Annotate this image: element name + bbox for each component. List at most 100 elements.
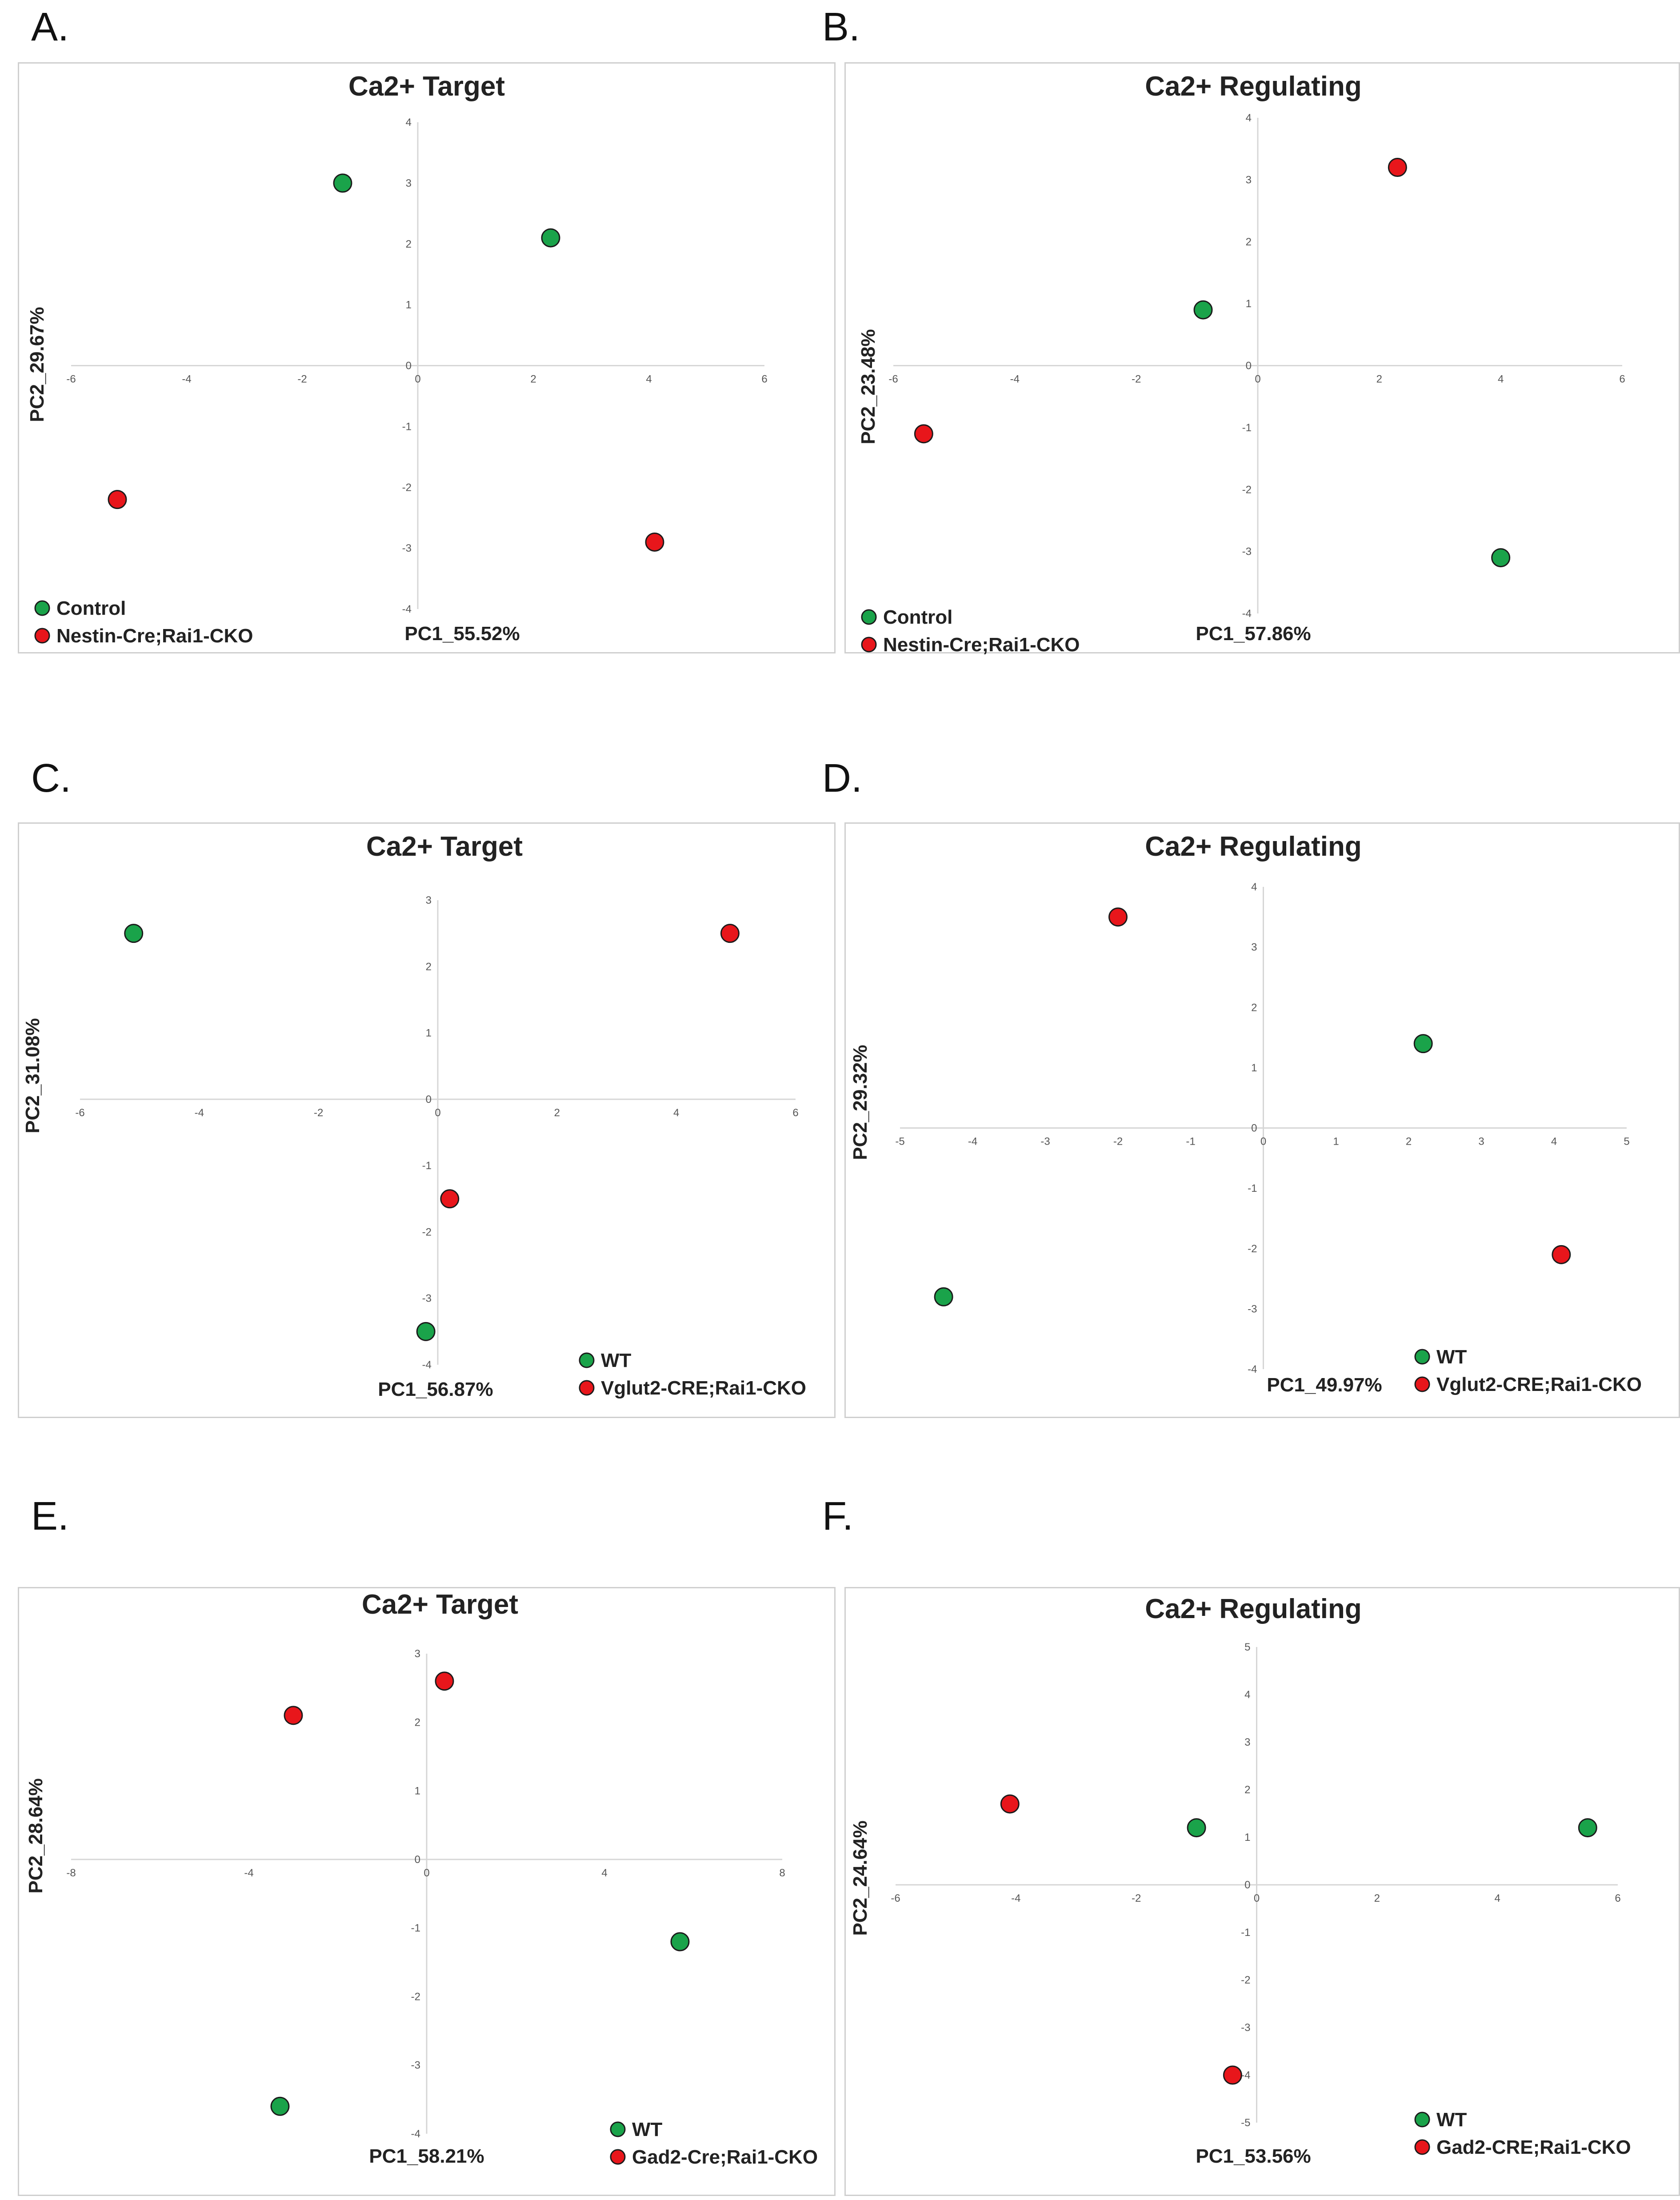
panel-f-y-tick: 2 xyxy=(1244,1784,1250,1796)
panel-d-y-tick: -4 xyxy=(1248,1363,1257,1375)
panel-b-x-tick: -6 xyxy=(888,373,898,385)
panel-c-point-cko xyxy=(440,1189,460,1209)
panel-e-y-tick: 2 xyxy=(415,1716,420,1728)
panel-b-y-tick: -1 xyxy=(1242,422,1252,434)
panel-b-y-tick: 0 xyxy=(1246,360,1252,372)
panel-d-y-tick: -3 xyxy=(1248,1303,1257,1315)
panel-a-label: A. xyxy=(31,5,69,49)
panel-d-frame xyxy=(844,822,1680,1418)
panel-b-x-tick: -4 xyxy=(1010,373,1020,385)
panel-a-y-tick: -1 xyxy=(402,421,412,433)
panel-b-y-tick: 2 xyxy=(1246,236,1252,248)
panel-f-chart: Ca2+ Regulating -6 -4 -2 0 2 4 6 -5 -4 -3 -2 -1 0 1 2 3 4… xyxy=(849,1594,1631,2167)
panel-c-y-tick: 2 xyxy=(426,961,432,973)
panel-f-y-tick: -2 xyxy=(1241,1974,1250,1986)
panel-e-y-tick: 0 xyxy=(415,1854,420,1866)
panel-a-y-label: PC2_29.67% xyxy=(26,307,48,422)
panel-a-point-control xyxy=(541,228,560,248)
panel-e-label: E. xyxy=(31,1494,69,1539)
panel-e-point-cko xyxy=(284,1706,303,1725)
panel-e-y-tick: -3 xyxy=(411,2060,420,2072)
panel-b-label: B. xyxy=(822,5,860,49)
panel-a-y-tick: -4 xyxy=(402,603,412,615)
panel-c-point-control xyxy=(124,924,144,943)
panel-b-y-tick: 1 xyxy=(1246,298,1252,310)
panel-d-x-tick: 5 xyxy=(1624,1136,1629,1148)
panel-b-x-tick: 6 xyxy=(1619,373,1625,385)
panel-a-legend-marker xyxy=(34,600,50,616)
panel-b-x-tick: 0 xyxy=(1255,373,1260,385)
panel-f-x-tick: 0 xyxy=(1254,1892,1260,1904)
panel-b-y-label: PC2_23.48% xyxy=(857,329,879,444)
panel-d-y-tick: 2 xyxy=(1251,1002,1257,1014)
panel-c-point-control xyxy=(416,1322,436,1341)
panel-f-point-cko xyxy=(1223,2065,1242,2085)
panel-e-y-tick: -4 xyxy=(411,2128,420,2140)
panel-b-legend-entry: Nestin-Cre;Rai1-CKO xyxy=(883,634,1080,656)
panel-b-x-label: PC1_57.86% xyxy=(1196,623,1311,645)
panel-a-y-tick: 1 xyxy=(406,299,412,311)
panel-a-y-tick: 3 xyxy=(406,177,412,189)
panel-c-point-cko xyxy=(720,924,740,943)
panel-f-x-tick: -6 xyxy=(891,1892,900,1904)
panel-a-y-tick: -2 xyxy=(402,481,412,493)
panel-d-point-control xyxy=(934,1287,953,1306)
panel-c-x-tick: 6 xyxy=(792,1107,798,1119)
panel-f-x-tick: -2 xyxy=(1132,1892,1141,1904)
panel-b-point-control xyxy=(1491,548,1511,568)
panel-c-legend-entry: Vglut2-CRE;Rai1-CKO xyxy=(601,1377,806,1399)
panel-d-legend-marker xyxy=(1414,1376,1430,1392)
panel-a-x-tick: -4 xyxy=(182,373,191,385)
panel-b-legend-entry: Control xyxy=(883,606,952,628)
panel-d-x-tick: -3 xyxy=(1040,1136,1050,1148)
panel-c-legend-marker xyxy=(579,1352,595,1368)
panel-c-title: Ca2+ Target xyxy=(366,831,523,862)
panel-c-x-tick: 4 xyxy=(673,1107,679,1119)
panel-f-x-tick: 6 xyxy=(1615,1892,1620,1904)
panel-a-x-tick: 2 xyxy=(530,373,536,385)
panel-c-frame xyxy=(18,822,836,1418)
panel-d-y-tick: 1 xyxy=(1251,1062,1257,1074)
panel-b-point-cko xyxy=(914,424,933,444)
panel-c-y-tick: -3 xyxy=(422,1293,432,1305)
panel-d-x-tick: -4 xyxy=(968,1136,977,1148)
panel-d-legend-entry: WT xyxy=(1436,1346,1467,1368)
panel-f-point-cko xyxy=(1000,1794,1020,1814)
panel-c-y-tick: -4 xyxy=(422,1359,432,1371)
panel-f-y-tick: 4 xyxy=(1244,1689,1250,1701)
panel-f-y-tick: -4 xyxy=(1241,2069,1250,2081)
panel-e-chart: Ca2+ Target -8 -4 0 4 8 -4 -3 -2 -1 0 1 2 3 PC1_58.21%… xyxy=(25,1589,818,2168)
panel-a-title: Ca2+ Target xyxy=(348,71,505,102)
panel-d-y-tick: -2 xyxy=(1248,1243,1257,1255)
panel-d-y-tick: 0 xyxy=(1251,1122,1257,1134)
panel-b-y-tick: -4 xyxy=(1242,608,1252,620)
panel-e-legend-entry: WT xyxy=(632,2119,663,2140)
panel-a-y-tick: -3 xyxy=(402,542,412,554)
panel-f-point-control xyxy=(1187,1818,1206,1838)
panel-d-x-tick: 2 xyxy=(1406,1136,1412,1148)
panel-f-y-tick: -5 xyxy=(1241,2117,1250,2129)
panel-f-label: F. xyxy=(822,1494,854,1539)
panel-e-point-control xyxy=(670,1932,690,1952)
panel-c-x-tick: -6 xyxy=(75,1107,84,1119)
panel-e-x-tick: 0 xyxy=(424,1867,429,1879)
panel-a-point-cko xyxy=(108,490,127,509)
panel-b-x-tick: -2 xyxy=(1132,373,1141,385)
panel-d-y-tick: -1 xyxy=(1248,1182,1257,1194)
panel-d-x-tick: -1 xyxy=(1186,1136,1195,1148)
panel-a-y-tick: 4 xyxy=(406,116,412,128)
panel-f-legend-entry: Gad2-CRE;Rai1-CKO xyxy=(1436,2136,1631,2158)
panel-b-y-tick: -3 xyxy=(1242,546,1252,558)
panel-b-chart: Ca2+ Regulating -6 -4 -2 0 2 4 6 -4 -3 -2 -1 0 1 2 3 4 PC… xyxy=(857,71,1625,656)
panel-d-point-control xyxy=(1413,1034,1433,1054)
panel-d-x-tick: -2 xyxy=(1113,1136,1123,1148)
panel-e-y-label: PC2_28.64% xyxy=(25,1778,47,1893)
panel-a-frame xyxy=(18,62,836,653)
panel-c-x-tick: -2 xyxy=(314,1107,323,1119)
panel-c-label: C. xyxy=(31,756,71,801)
panel-d-y-tick: 4 xyxy=(1251,881,1257,893)
panel-c-y-tick: 3 xyxy=(426,894,432,906)
panel-e-x-tick: 4 xyxy=(601,1867,607,1879)
panel-d-legend-entry: Vglut2-CRE;Rai1-CKO xyxy=(1436,1374,1642,1395)
panel-d-y-tick: 3 xyxy=(1251,942,1257,954)
